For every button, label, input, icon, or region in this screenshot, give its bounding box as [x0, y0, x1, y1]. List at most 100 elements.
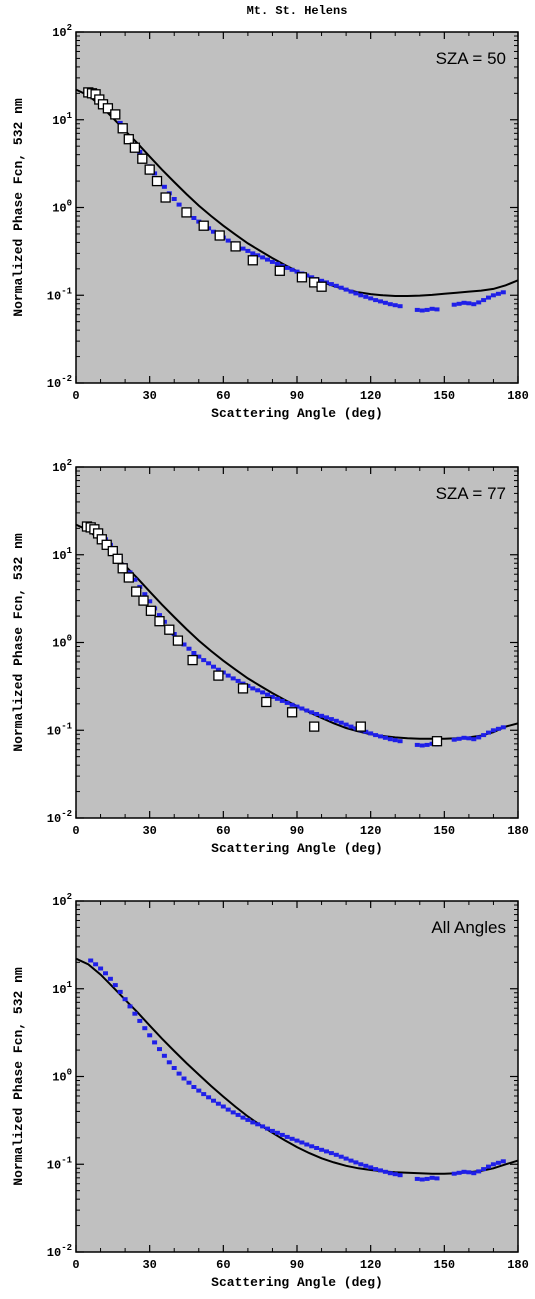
data-point: [176, 1071, 182, 1076]
data-point: [368, 1165, 374, 1170]
data-point: [481, 1167, 487, 1172]
square-marker: [164, 624, 175, 635]
square-marker: [160, 192, 171, 203]
data-point: [137, 1018, 143, 1023]
data-point: [348, 1158, 354, 1163]
data-point: [269, 1128, 275, 1133]
data-point: [490, 1162, 496, 1167]
data-point: [328, 1151, 334, 1156]
data-point: [486, 1164, 491, 1169]
data-point: [434, 307, 440, 312]
square-markers: [81, 521, 443, 747]
data-point: [186, 1080, 192, 1085]
y-tick-label: 10-1: [47, 721, 73, 738]
y-tick-exponent: 1: [67, 546, 73, 556]
data-point: [500, 725, 506, 730]
data-point: [378, 1168, 383, 1173]
data-point: [424, 1176, 430, 1181]
data-point: [294, 1138, 300, 1143]
plot-area: [76, 901, 518, 1252]
panel-annotation: SZA = 77: [436, 484, 506, 503]
data-point: [419, 1177, 425, 1182]
data-point: [314, 712, 320, 716]
data-point: [471, 302, 477, 307]
y-tick-label: 100: [52, 1068, 72, 1085]
square-marker: [247, 255, 258, 266]
data-point: [495, 291, 501, 296]
data-point: [196, 654, 202, 659]
y-axis-label: Normalized Phase Fcn, 532 nm: [11, 98, 26, 317]
data-point: [456, 736, 462, 741]
data-point: [419, 743, 425, 748]
y-tick-exponent: 1: [67, 980, 73, 990]
data-point: [495, 726, 501, 731]
data-point: [373, 298, 379, 303]
y-tick-base: 10: [52, 114, 66, 128]
data-point: [132, 1011, 138, 1016]
data-point: [397, 1173, 403, 1178]
square-marker: [213, 670, 224, 681]
plot-marks: [76, 957, 518, 1182]
data-point: [265, 692, 270, 697]
data-point: [486, 730, 491, 735]
y-tick-label: 101: [52, 111, 72, 128]
y-tick-base: 10: [47, 1246, 61, 1260]
data-point: [260, 690, 266, 695]
square-marker: [145, 605, 157, 616]
data-point: [451, 302, 457, 307]
data-point: [314, 1146, 320, 1150]
data-point: [461, 300, 467, 305]
x-tick-label: 90: [290, 389, 304, 403]
data-point: [201, 1092, 207, 1097]
x-tick-label: 180: [507, 1258, 529, 1272]
data-point: [476, 300, 482, 305]
y-tick-exponent: 2: [67, 892, 72, 902]
data-point: [353, 291, 359, 296]
data-point: [299, 1140, 305, 1145]
x-tick-label: 120: [360, 824, 382, 838]
data-point: [500, 290, 506, 295]
y-tick-base: 10: [52, 1071, 66, 1085]
y-tick-base: 10: [52, 983, 66, 997]
y-tick-label: 101: [52, 980, 72, 997]
y-tick-exponent: 0: [67, 1068, 72, 1078]
data-point: [220, 1104, 226, 1109]
square-marker: [138, 595, 149, 606]
square-marker: [151, 175, 163, 187]
square-marker: [214, 230, 225, 241]
square-marker: [117, 563, 128, 574]
square-marker: [110, 109, 121, 120]
square-marker: [117, 123, 128, 134]
y-tick-label: 10-2: [47, 809, 72, 826]
data-point: [343, 287, 349, 292]
plot-area: [76, 32, 518, 383]
data-point: [230, 1110, 236, 1115]
x-tick-label: 180: [507, 389, 529, 403]
data-point: [495, 1160, 501, 1165]
y-tick-label: 101: [52, 546, 72, 563]
data-point: [486, 295, 491, 300]
data-point: [265, 257, 270, 262]
data-point: [358, 1162, 364, 1167]
data-point: [284, 265, 290, 270]
y-tick-exponent: 2: [67, 23, 72, 33]
square-marker: [355, 721, 366, 732]
data-point: [424, 742, 430, 747]
data-point: [181, 1076, 187, 1081]
x-tick-label: 90: [290, 1258, 304, 1272]
y-tick-exponent: -2: [61, 374, 72, 384]
data-point: [429, 306, 435, 311]
data-point: [387, 302, 393, 307]
data-point: [338, 1154, 344, 1159]
x-tick-label: 30: [142, 1258, 156, 1272]
data-point: [358, 293, 364, 298]
data-point: [147, 599, 153, 604]
data-point: [103, 971, 108, 976]
data-point: [161, 184, 167, 189]
figure-title: Mt. St. Helens: [247, 4, 348, 18]
data-point: [107, 976, 113, 981]
data-point: [211, 664, 216, 669]
data-point: [466, 1170, 472, 1175]
data-point: [240, 1115, 246, 1120]
